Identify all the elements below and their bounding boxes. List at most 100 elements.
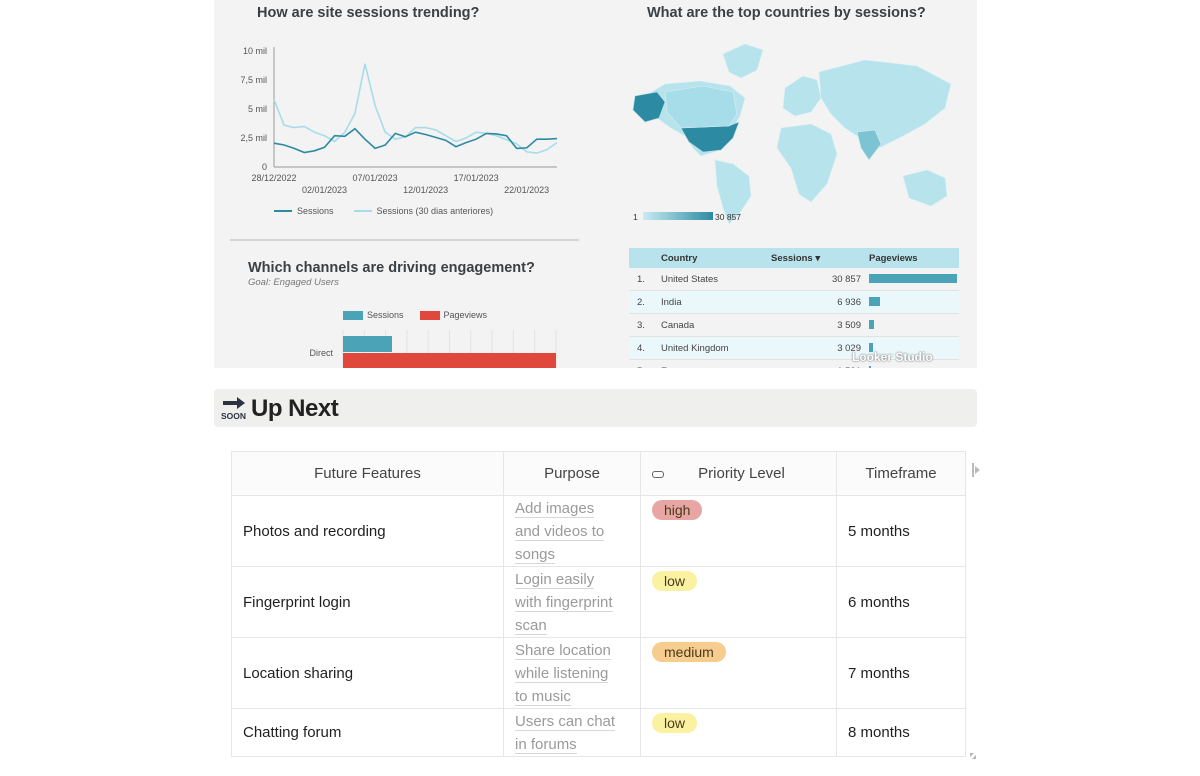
country-name: India <box>661 290 771 314</box>
timeframe-cell[interactable]: 5 months <box>836 495 966 567</box>
rank-header <box>629 248 661 268</box>
previous-sessions-series-line <box>273 63 558 154</box>
purpose-text-line: Login easily <box>515 571 595 589</box>
pageviews-bar <box>869 343 874 353</box>
channels-sessions-swatch <box>343 310 363 320</box>
up-next-callout: SOON Up Next <box>214 389 977 427</box>
map-scale-min: 1 <box>633 212 638 222</box>
timeframe-header[interactable]: Timeframe <box>836 451 966 496</box>
x-tick-label: 02/01/2023 <box>302 185 347 195</box>
sessions-legend-swatch <box>274 210 292 212</box>
priority-tag[interactable]: medium <box>652 642 726 662</box>
sessions-legend: Sessions Sessions (30 dias anteriores) <box>274 206 493 216</box>
purpose-cell[interactable]: Users can chat in forums <box>503 708 641 757</box>
country-rank: 2. <box>629 290 661 314</box>
soon-arrow-icon: SOON <box>221 397 246 421</box>
timeframe-cell[interactable]: 8 months <box>836 708 966 757</box>
x-tick-label: 22/01/2023 <box>504 185 549 195</box>
purpose-header[interactable]: Purpose <box>503 451 641 496</box>
sessions-legend-label: Sessions <box>297 206 334 216</box>
sessions-header-label: Sessions <box>771 252 813 264</box>
country-header[interactable]: Country <box>661 248 771 268</box>
pageviews-header[interactable]: Pageviews <box>869 248 959 268</box>
purpose-text-line: with fingerprint <box>515 594 613 612</box>
feature-row[interactable]: Location sharing Share location while lis… <box>231 637 966 709</box>
map-india <box>856 129 882 161</box>
purpose-text-line: Share location <box>515 642 611 660</box>
priority-cell[interactable]: low <box>640 566 837 638</box>
purpose-cell[interactable]: Login easily with fingerprint scan <box>503 566 641 638</box>
country-pageviews-cell <box>869 313 959 337</box>
purpose-cell[interactable]: Share location while listening to music <box>503 637 641 709</box>
priority-level-header[interactable]: Priority Level <box>640 451 837 496</box>
pageviews-bar <box>869 297 880 307</box>
sessions-series-line <box>273 127 558 154</box>
channels-pageviews-label: Pageviews <box>443 310 488 320</box>
future-features-header[interactable]: Future Features <box>231 451 504 496</box>
priority-tag[interactable]: low <box>652 713 698 733</box>
country-row[interactable]: 5. France 1 521 <box>629 359 959 368</box>
direct-pageviews-bar <box>343 353 556 368</box>
channels-chart-title: Which channels are driving engagement? <box>248 260 535 276</box>
map-canada <box>664 85 738 129</box>
map-asia <box>818 59 952 149</box>
map-africa <box>776 123 838 203</box>
feature-row[interactable]: Fingerprint login Login easily with finge… <box>231 566 966 638</box>
pageviews-bar <box>869 366 871 368</box>
feature-row[interactable]: Photos and recording Add images and video… <box>231 495 966 567</box>
x-tick-label: 17/01/2023 <box>454 173 499 183</box>
map-color-scale <box>643 212 713 220</box>
map-greenland <box>722 43 764 79</box>
priority-cell[interactable]: low <box>640 708 837 757</box>
country-row[interactable]: 3. Canada 3 509 <box>629 313 959 337</box>
purpose-text-line: in forums <box>515 736 577 754</box>
country-row[interactable]: 1. United States 30 857 <box>629 268 959 291</box>
resize-handle-icon[interactable] <box>967 750 979 762</box>
y-tick-label: 7,5 mil <box>240 75 267 85</box>
timeframe-cell[interactable]: 6 months <box>836 566 966 638</box>
sessions-line-chart: 10 mil 7,5 mil 5 mil 2,5 mil 028/12/2022 07/0… <box>240 46 558 195</box>
purpose-text-line: while listening <box>515 665 609 683</box>
purpose-text-line: to music <box>515 688 571 706</box>
feature-name[interactable]: Location sharing <box>231 637 504 709</box>
purpose-text-line: Users can chat <box>515 713 616 731</box>
priority-cell[interactable]: medium <box>640 637 837 709</box>
sessions-dashboard-panel: How are site sessions trending? 10 mil 7,… <box>214 0 605 368</box>
y-tick-label: 10 mil <box>243 46 267 56</box>
feature-row[interactable]: Chatting forum Users can chat in forums l… <box>231 708 966 757</box>
channels-pageviews-swatch <box>419 310 440 320</box>
up-next-title: Up Next <box>251 395 339 422</box>
priority-tag[interactable]: high <box>652 500 703 520</box>
country-row[interactable]: 2. India 6 936 <box>629 290 959 314</box>
country-pageviews-cell <box>869 359 959 368</box>
feature-name[interactable]: Fingerprint login <box>231 566 504 638</box>
channels-legend: Sessions Pageviews <box>343 310 487 320</box>
svg-text:SOON: SOON <box>221 411 246 421</box>
country-pageviews-cell <box>869 290 959 314</box>
map-europe <box>782 75 822 117</box>
countries-table: Country Sessions ▾ Pageviews 1. United S… <box>629 248 959 368</box>
country-row[interactable]: 4. United Kingdom 3 029 <box>629 336 959 360</box>
country-name: United States <box>661 268 771 291</box>
bar-category-label: Direct <box>309 348 333 358</box>
country-rank: 4. <box>629 336 661 360</box>
purpose-text-line: and videos to <box>515 523 605 541</box>
priority-cell[interactable]: high <box>640 495 837 567</box>
priority-tag[interactable]: low <box>652 571 698 591</box>
sessions-header[interactable]: Sessions ▾ <box>771 248 869 268</box>
country-name: United Kingdom <box>661 336 771 360</box>
purpose-cell[interactable]: Add images and videos to songs <box>503 495 641 567</box>
looker-studio-watermark: Looker Studio <box>852 350 933 364</box>
pageviews-bar <box>869 274 957 284</box>
feature-name[interactable]: Chatting forum <box>231 708 504 757</box>
country-rank: 1. <box>629 268 661 291</box>
column-drag-handle-icon[interactable] <box>652 470 665 478</box>
countries-dashboard-panel: What are the top countries by sessions? … <box>605 0 977 368</box>
country-sessions: 30 857 <box>771 268 869 291</box>
add-column-icon[interactable] <box>972 463 980 477</box>
feature-name[interactable]: Photos and recording <box>231 495 504 567</box>
purpose-text-line: songs <box>515 546 556 564</box>
map-scale-max: 30 857 <box>715 212 741 222</box>
timeframe-cell[interactable]: 7 months <box>836 637 966 709</box>
channels-sessions-label: Sessions <box>367 310 404 320</box>
